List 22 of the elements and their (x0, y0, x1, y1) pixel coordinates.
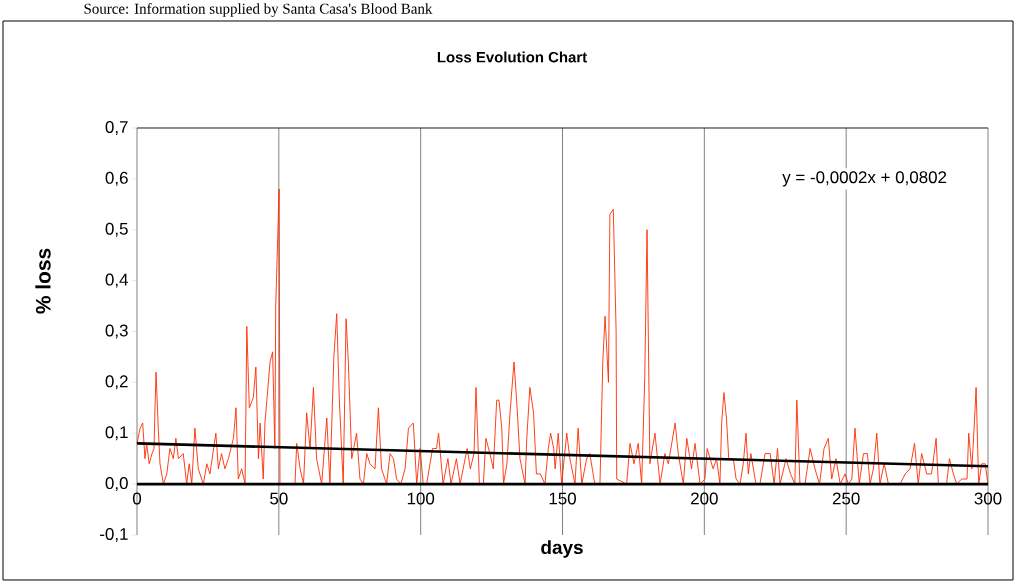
x-axis-title: days (541, 540, 583, 558)
y-tick-label: 0,1 (105, 426, 128, 441)
x-tick-label: 300 (974, 492, 1002, 505)
x-tick-label: 150 (549, 492, 576, 505)
chart-title: Loss Evolution Chart (437, 51, 587, 63)
y-tick-label: -0,1 (100, 527, 128, 542)
y-tick-label: 0,3 (105, 324, 128, 339)
source-note: Source: Information supplied by Santa Casa's Blood Bank (84, 3, 433, 17)
y-tick-label: 0,5 (105, 222, 128, 237)
y-tick-label: 0,0 (105, 477, 128, 492)
y-tick-label: 0,6 (105, 171, 128, 186)
annotation: y = -0,0002x + 0,0802 (782, 171, 947, 187)
y-axis-title: % loss (35, 248, 51, 314)
x-tick-label: 250 (832, 492, 860, 505)
y-tick-label: 0,2 (105, 375, 128, 390)
x-tick-label: 200 (691, 492, 718, 505)
y-tick-label: 0,7 (105, 120, 128, 135)
x-tick-label: 50 (270, 492, 288, 505)
y-tick-label: 0,4 (105, 273, 128, 288)
line-series (136, 188, 989, 485)
x-tick-label: 100 (407, 492, 435, 505)
x-tick-label: 0 (132, 492, 142, 505)
